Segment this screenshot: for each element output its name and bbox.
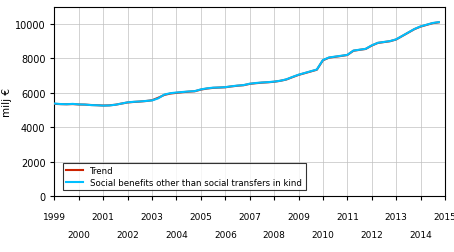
Trend — [308, 71, 313, 74]
Social benefits other than social transfers in kind — [247, 83, 252, 86]
Trend — [247, 83, 252, 86]
Text: 2009: 2009 — [287, 212, 310, 221]
Social benefits other than social transfers in kind — [308, 71, 313, 74]
Social benefits other than social transfers in kind — [101, 105, 106, 108]
Text: 2000: 2000 — [68, 230, 90, 239]
Text: 2005: 2005 — [189, 212, 212, 221]
Social benefits other than social transfers in kind — [52, 103, 57, 106]
Text: 2001: 2001 — [92, 212, 115, 221]
Text: 2008: 2008 — [263, 230, 286, 239]
Text: 1999: 1999 — [43, 212, 66, 221]
Trend — [271, 81, 277, 84]
Text: 2003: 2003 — [141, 212, 163, 221]
Text: 2014: 2014 — [409, 230, 432, 239]
Line: Trend: Trend — [54, 23, 439, 106]
Social benefits other than social transfers in kind — [217, 87, 222, 90]
Social benefits other than social transfers in kind — [302, 72, 307, 75]
Text: 2002: 2002 — [116, 230, 139, 239]
Social benefits other than social transfers in kind — [436, 21, 442, 24]
Line: Social benefits other than social transfers in kind: Social benefits other than social transf… — [54, 23, 439, 106]
Text: 2013: 2013 — [385, 212, 408, 221]
Trend — [217, 87, 222, 90]
Trend — [101, 105, 106, 108]
Text: 2015: 2015 — [434, 212, 454, 221]
Y-axis label: milj €: milj € — [2, 88, 12, 116]
Text: 2011: 2011 — [336, 212, 359, 221]
Text: 2012: 2012 — [360, 230, 383, 239]
Trend — [107, 104, 112, 107]
Text: 2010: 2010 — [311, 230, 334, 239]
Trend — [52, 103, 57, 106]
Trend — [436, 22, 442, 25]
Text: 2006: 2006 — [214, 230, 237, 239]
Text: 2007: 2007 — [238, 212, 261, 221]
Trend — [302, 72, 307, 75]
Social benefits other than social transfers in kind — [107, 105, 112, 108]
Legend: Trend, Social benefits other than social transfers in kind: Trend, Social benefits other than social… — [63, 163, 306, 190]
Social benefits other than social transfers in kind — [271, 81, 277, 84]
Text: 2004: 2004 — [165, 230, 188, 239]
